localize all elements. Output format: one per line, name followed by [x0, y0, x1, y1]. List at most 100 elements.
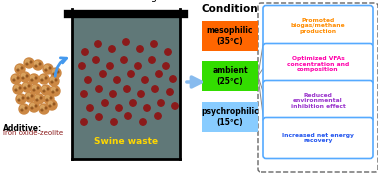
Circle shape: [37, 87, 39, 89]
Circle shape: [137, 46, 143, 52]
Text: Swine waste: Swine waste: [94, 136, 158, 145]
Circle shape: [29, 102, 39, 112]
Circle shape: [135, 63, 141, 69]
Circle shape: [158, 100, 164, 106]
Circle shape: [20, 105, 25, 109]
Circle shape: [22, 97, 24, 99]
Circle shape: [31, 95, 33, 97]
Circle shape: [40, 97, 42, 99]
Circle shape: [17, 69, 19, 71]
Circle shape: [31, 104, 34, 108]
Circle shape: [42, 86, 46, 90]
Circle shape: [22, 73, 25, 77]
Circle shape: [26, 63, 28, 65]
Circle shape: [82, 49, 88, 55]
FancyBboxPatch shape: [202, 102, 258, 132]
Circle shape: [18, 99, 20, 101]
Circle shape: [51, 81, 53, 83]
Circle shape: [40, 105, 45, 109]
Circle shape: [156, 71, 162, 77]
Circle shape: [34, 94, 44, 104]
Circle shape: [45, 96, 50, 100]
Circle shape: [114, 77, 120, 83]
Circle shape: [111, 119, 117, 125]
Circle shape: [17, 65, 20, 69]
Circle shape: [138, 91, 144, 97]
Circle shape: [16, 94, 26, 104]
Circle shape: [149, 57, 155, 63]
Circle shape: [43, 90, 45, 92]
Circle shape: [45, 65, 48, 69]
Circle shape: [57, 71, 59, 73]
Circle shape: [155, 113, 161, 119]
Circle shape: [45, 107, 47, 109]
Circle shape: [55, 79, 57, 81]
Circle shape: [41, 109, 43, 111]
Circle shape: [48, 101, 53, 105]
Circle shape: [39, 104, 49, 114]
FancyBboxPatch shape: [202, 21, 258, 51]
Circle shape: [172, 103, 178, 109]
Circle shape: [26, 75, 28, 77]
Circle shape: [22, 77, 24, 79]
Circle shape: [41, 85, 51, 95]
Circle shape: [51, 77, 54, 81]
Circle shape: [30, 61, 32, 63]
Circle shape: [102, 100, 108, 106]
Circle shape: [25, 107, 27, 109]
Circle shape: [130, 100, 136, 106]
Circle shape: [107, 63, 113, 69]
Circle shape: [29, 74, 39, 84]
Circle shape: [34, 61, 39, 65]
Circle shape: [93, 57, 99, 63]
Circle shape: [24, 58, 34, 68]
Circle shape: [50, 86, 60, 96]
Circle shape: [52, 91, 54, 93]
Circle shape: [33, 89, 35, 91]
Circle shape: [163, 63, 169, 69]
Circle shape: [49, 67, 51, 69]
Circle shape: [27, 97, 29, 99]
Circle shape: [35, 65, 37, 67]
Circle shape: [36, 99, 38, 101]
Circle shape: [151, 41, 157, 47]
Circle shape: [12, 76, 17, 80]
Circle shape: [39, 74, 49, 84]
Circle shape: [81, 91, 87, 97]
FancyBboxPatch shape: [263, 6, 373, 46]
Text: Condition: Condition: [202, 4, 258, 14]
Circle shape: [40, 76, 45, 80]
Circle shape: [31, 107, 33, 109]
Circle shape: [31, 84, 41, 94]
Circle shape: [46, 99, 48, 101]
Circle shape: [21, 67, 23, 69]
Circle shape: [25, 92, 35, 102]
Circle shape: [123, 39, 129, 45]
Circle shape: [50, 97, 52, 99]
FancyBboxPatch shape: [263, 44, 373, 85]
Circle shape: [47, 100, 57, 110]
Circle shape: [33, 60, 43, 70]
Bar: [72, 14, 180, 159]
Circle shape: [43, 64, 53, 74]
Text: Anaerobic digester: Anaerobic digester: [90, 0, 182, 2]
Text: Iron oxide-zeolite: Iron oxide-zeolite: [3, 130, 63, 136]
FancyBboxPatch shape: [263, 117, 373, 159]
Text: Promoted
biogas/methane
production: Promoted biogas/methane production: [291, 18, 345, 34]
Circle shape: [125, 113, 131, 119]
Circle shape: [15, 89, 17, 91]
Circle shape: [140, 119, 146, 125]
Circle shape: [45, 69, 47, 71]
Text: ambient
(25℃): ambient (25℃): [212, 66, 248, 86]
Circle shape: [21, 109, 23, 111]
Text: Increased net energy
recovery: Increased net energy recovery: [282, 133, 354, 143]
Circle shape: [79, 63, 85, 69]
Circle shape: [167, 89, 173, 95]
Circle shape: [13, 84, 23, 94]
Circle shape: [33, 85, 37, 89]
Circle shape: [51, 88, 56, 92]
Circle shape: [44, 94, 54, 104]
Circle shape: [165, 49, 171, 55]
Circle shape: [35, 105, 37, 107]
Circle shape: [31, 79, 33, 81]
